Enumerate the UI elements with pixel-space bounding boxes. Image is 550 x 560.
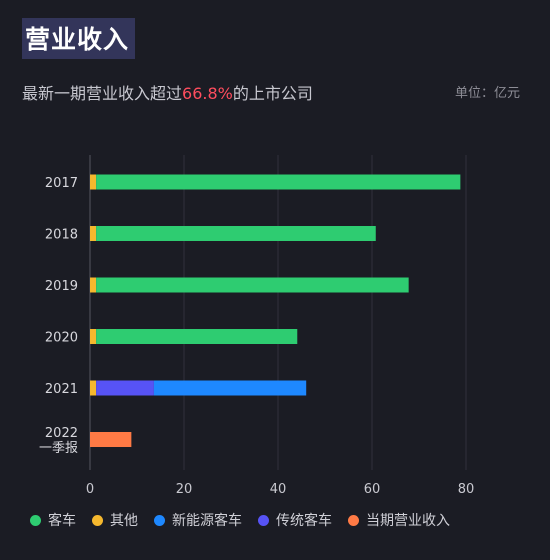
- bar-segment: [90, 329, 97, 344]
- y-tick-label: 2022: [45, 426, 78, 441]
- legend-swatch-icon: [30, 514, 41, 526]
- chart-legend: 客车 其他 新能源客车 传统客车 当期营业收入: [30, 510, 466, 530]
- legend-label: 传统客车: [276, 513, 332, 529]
- x-tick-label: 0: [86, 482, 94, 497]
- x-tick-label: 80: [458, 482, 475, 497]
- legend-label: 新能源客车: [172, 513, 242, 529]
- legend-item-current-revenue[interactable]: 当期营业收入: [348, 510, 450, 530]
- bar-segment: [90, 380, 97, 396]
- legend-label: 其他: [110, 513, 138, 529]
- legend-swatch-icon: [348, 514, 359, 526]
- x-tick-label: 60: [364, 482, 381, 497]
- y-tick-label: 2018: [45, 228, 78, 243]
- legend-item-new-energy[interactable]: 新能源客车: [154, 510, 242, 530]
- subtitle-suffix: 的上市公司: [232, 84, 313, 103]
- legend-label: 客车: [48, 513, 76, 529]
- bar-segment: [90, 174, 97, 190]
- bar-segment: [153, 380, 307, 396]
- bar-segment: [96, 226, 376, 241]
- bar-segment: [96, 329, 298, 344]
- y-tick-label: 2019: [45, 279, 78, 294]
- x-tick-label: 40: [270, 482, 287, 497]
- chart-subtitle: 最新一期营业收入超过66.8%的上市公司: [22, 80, 313, 104]
- y-tick-label: 2020: [45, 331, 78, 346]
- legend-label: 当期营业收入: [366, 513, 450, 529]
- unit-label: 单位：亿元: [454, 86, 520, 101]
- bar-segment: [96, 277, 409, 293]
- bar-segment: [96, 380, 154, 396]
- x-tick-label: 20: [176, 482, 193, 497]
- bar-segment: [90, 432, 132, 447]
- legend-item-kecher[interactable]: 客车: [30, 510, 76, 530]
- chart-title: 营业收入: [22, 18, 136, 59]
- legend-swatch-icon: [258, 514, 269, 526]
- y-tick-label: 2021: [45, 382, 78, 397]
- legend-swatch-icon: [154, 514, 165, 526]
- bar-segment: [90, 226, 97, 241]
- bar-segment: [96, 174, 461, 190]
- legend-swatch-icon: [92, 514, 103, 526]
- bar-segment: [90, 277, 97, 293]
- legend-item-qita[interactable]: 其他: [92, 510, 138, 530]
- legend-item-traditional[interactable]: 传统客车: [258, 510, 332, 530]
- y-tick-label: 一季报: [39, 441, 78, 456]
- subtitle-highlight: 66.8%: [182, 84, 233, 103]
- y-tick-label: 2017: [45, 176, 78, 191]
- subtitle-prefix: 最新一期营业收入超过: [22, 84, 183, 103]
